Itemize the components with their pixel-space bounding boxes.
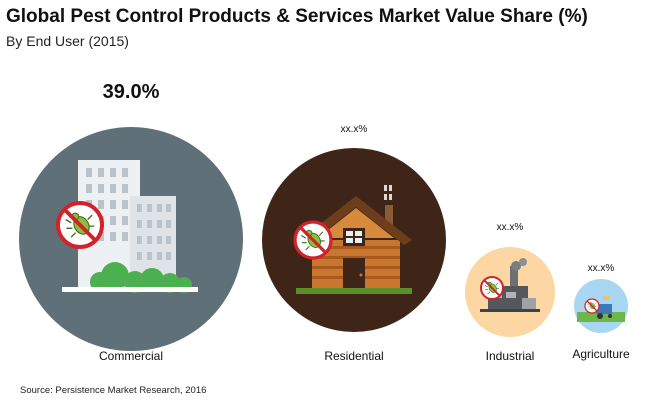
no-bug-icon xyxy=(293,220,333,260)
chart-subtitle: By End User (2015) xyxy=(6,33,129,49)
no-bug-icon xyxy=(584,298,600,314)
category-label-residential: Residential xyxy=(324,349,383,363)
no-bug-icon xyxy=(480,276,504,300)
value-label-agriculture: xx.x% xyxy=(588,263,615,274)
value-label-industrial: xx.x% xyxy=(497,222,524,233)
office-building-icon xyxy=(62,160,198,293)
category-label-industrial: Industrial xyxy=(486,349,535,363)
chart-title: Global Pest Control Products & Services … xyxy=(6,6,588,27)
farm-icon xyxy=(577,296,625,322)
source-note: Source: Persistence Market Research, 201… xyxy=(20,385,207,396)
no-bug-icon xyxy=(56,201,104,249)
value-label-residential: xx.x% xyxy=(341,124,368,135)
value-label-commercial: 39.0% xyxy=(103,81,160,103)
category-label-agriculture: Agriculture xyxy=(572,347,630,361)
category-label-commercial: Commercial xyxy=(99,349,163,363)
